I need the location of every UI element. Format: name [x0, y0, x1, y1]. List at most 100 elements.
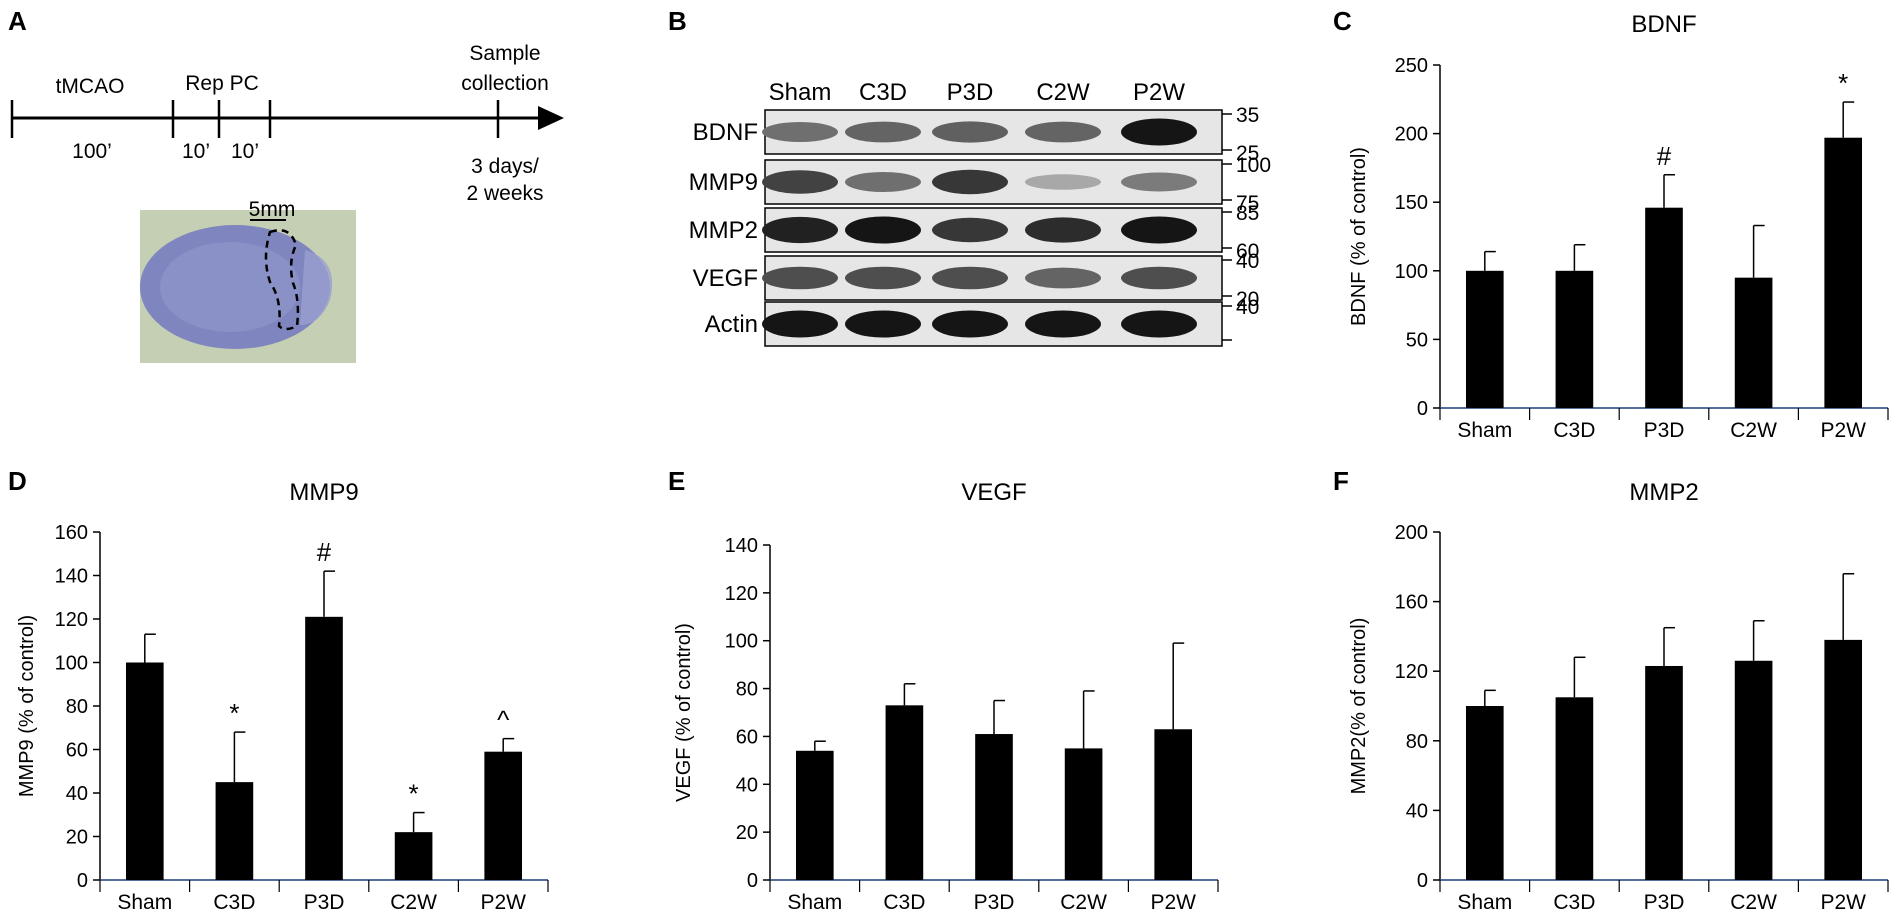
chart-mmp9: MMP9 0 20 40 60 80 100 120 140 160 MMP9 (% of cont…: [16, 479, 549, 914]
western-blot: Sham C3D P3D C2W P2W BDNF 35 25 MMP9 100 75 MMP2 85 6…: [689, 79, 1271, 347]
bar: [1734, 660, 1773, 880]
lane-label: P3D: [947, 79, 994, 106]
significance-mark: #: [317, 537, 332, 567]
y-tick-label: 40: [1406, 800, 1428, 822]
y-tick-label: 120: [55, 609, 88, 631]
y-axis-label: VEGF (% of control): [673, 623, 695, 802]
panel-label-b: B: [668, 6, 687, 36]
bar: [125, 662, 164, 880]
x-tick-label: P2W: [480, 891, 526, 914]
significance-mark: ^: [497, 705, 510, 735]
panel-label-e: E: [668, 466, 685, 496]
y-tick-label: 120: [725, 583, 758, 605]
blot-row-bdnf: BDNF 35 25: [693, 104, 1260, 165]
significance-mark: *: [229, 698, 239, 728]
duration-100: 100’: [72, 140, 112, 163]
chart-title: MMP9: [289, 479, 358, 506]
y-tick-label: 140: [55, 566, 88, 588]
y-tick-label: 140: [725, 535, 758, 557]
y-axis-label: BDNF (% of control): [1348, 147, 1370, 326]
blot-row-label: BDNF: [693, 119, 758, 146]
y-axis-label: MMP2(% of control): [1348, 618, 1370, 795]
blot-row-vegf: VEGF 40 20: [693, 250, 1260, 311]
y-tick-label: 160: [55, 522, 88, 544]
sample-label-line1: Sample: [469, 42, 540, 65]
blot-band: [762, 122, 838, 142]
x-tick-label: C3D: [1553, 891, 1595, 914]
blot-band: [1121, 118, 1197, 146]
endpoint-label-line2: 2 weeks: [466, 182, 543, 205]
blot-band: [845, 266, 921, 290]
mw-label: 20: [1236, 288, 1259, 311]
x-tick-label: Sham: [117, 891, 172, 914]
y-tick-label: 0: [747, 870, 758, 892]
bar: [1824, 639, 1863, 880]
panel-label-d: D: [8, 466, 27, 496]
x-tick-label: P2W: [1150, 891, 1196, 914]
y-tick-label: 160: [1395, 592, 1428, 614]
blot-band: [845, 310, 921, 338]
chart-bdnf: BDNF 0 50 100 150 200 250 BDNF (% of control) Sh…: [1348, 11, 1889, 442]
blot-band: [845, 121, 921, 143]
significance-mark: *: [1838, 68, 1848, 98]
duration-10-pc: 10’: [231, 140, 259, 163]
x-tick-label: C3D: [213, 891, 255, 914]
chart-title: MMP2: [1629, 479, 1698, 506]
bar: [305, 616, 343, 880]
chart-vegf: VEGF 0 20 40 60 80 100 120 140 VEGF (% of control…: [673, 479, 1219, 914]
mw-label: 35: [1236, 104, 1259, 127]
x-tick-label: Sham: [787, 891, 842, 914]
lane-label: Sham: [769, 79, 832, 106]
panel-label-a: A: [8, 6, 27, 36]
blot-band: [1025, 310, 1101, 338]
blot-band: [1121, 216, 1197, 244]
bar: [1645, 665, 1683, 880]
mw-label: 25: [1236, 142, 1259, 165]
y-tick-label: 80: [736, 679, 758, 701]
blot-band: [932, 121, 1008, 143]
blot-row-actin: Actin 40: [705, 296, 1259, 347]
mw-label: 40: [1236, 250, 1259, 273]
lane-label: C2W: [1036, 79, 1090, 106]
bar: [795, 750, 834, 880]
blot-band: [932, 310, 1008, 338]
bar: [484, 751, 523, 880]
bar: [1555, 697, 1594, 880]
x-tick-label: P2W: [1820, 891, 1866, 914]
bar: [1824, 137, 1863, 408]
bar: [215, 782, 254, 880]
endpoint-label-line1: 3 days/: [471, 155, 539, 178]
blot-band: [762, 310, 838, 338]
bar: [1465, 706, 1504, 880]
y-tick-label: 200: [1395, 124, 1428, 146]
blot-band: [762, 170, 838, 194]
blot-row-mmp2: MMP2 85 60: [689, 202, 1260, 263]
mw-label: 85: [1236, 202, 1259, 225]
blot-band: [932, 217, 1008, 243]
chart-title: BDNF: [1631, 11, 1696, 38]
y-tick-label: 120: [1395, 661, 1428, 683]
tmcao-label: tMCAO: [56, 75, 125, 98]
chart-mmp2: MMP2 0 40 80 120 160 200 MMP2(% of control) Sham…: [1348, 479, 1889, 914]
y-tick-label: 20: [66, 827, 88, 849]
rep-pc-label: Rep PC: [185, 72, 259, 95]
y-tick-label: 100: [1395, 261, 1428, 283]
scale-bar-label: 5mm: [249, 198, 296, 221]
blot-band: [1025, 174, 1101, 190]
y-tick-label: 100: [55, 653, 88, 675]
bar: [1734, 277, 1773, 408]
y-tick-label: 0: [1417, 870, 1428, 892]
blot-row-label: MMP2: [689, 217, 758, 244]
lane-label: P2W: [1133, 79, 1185, 106]
chart-title: VEGF: [961, 479, 1026, 506]
bar: [975, 734, 1013, 880]
bar: [394, 832, 433, 880]
blot-band: [932, 266, 1008, 290]
blot-band: [1121, 172, 1197, 192]
blot-band: [845, 172, 921, 192]
sample-label-line2: collection: [461, 72, 549, 95]
bar: [1555, 270, 1594, 408]
x-tick-label: C2W: [1730, 891, 1777, 914]
y-tick-label: 80: [66, 696, 88, 718]
